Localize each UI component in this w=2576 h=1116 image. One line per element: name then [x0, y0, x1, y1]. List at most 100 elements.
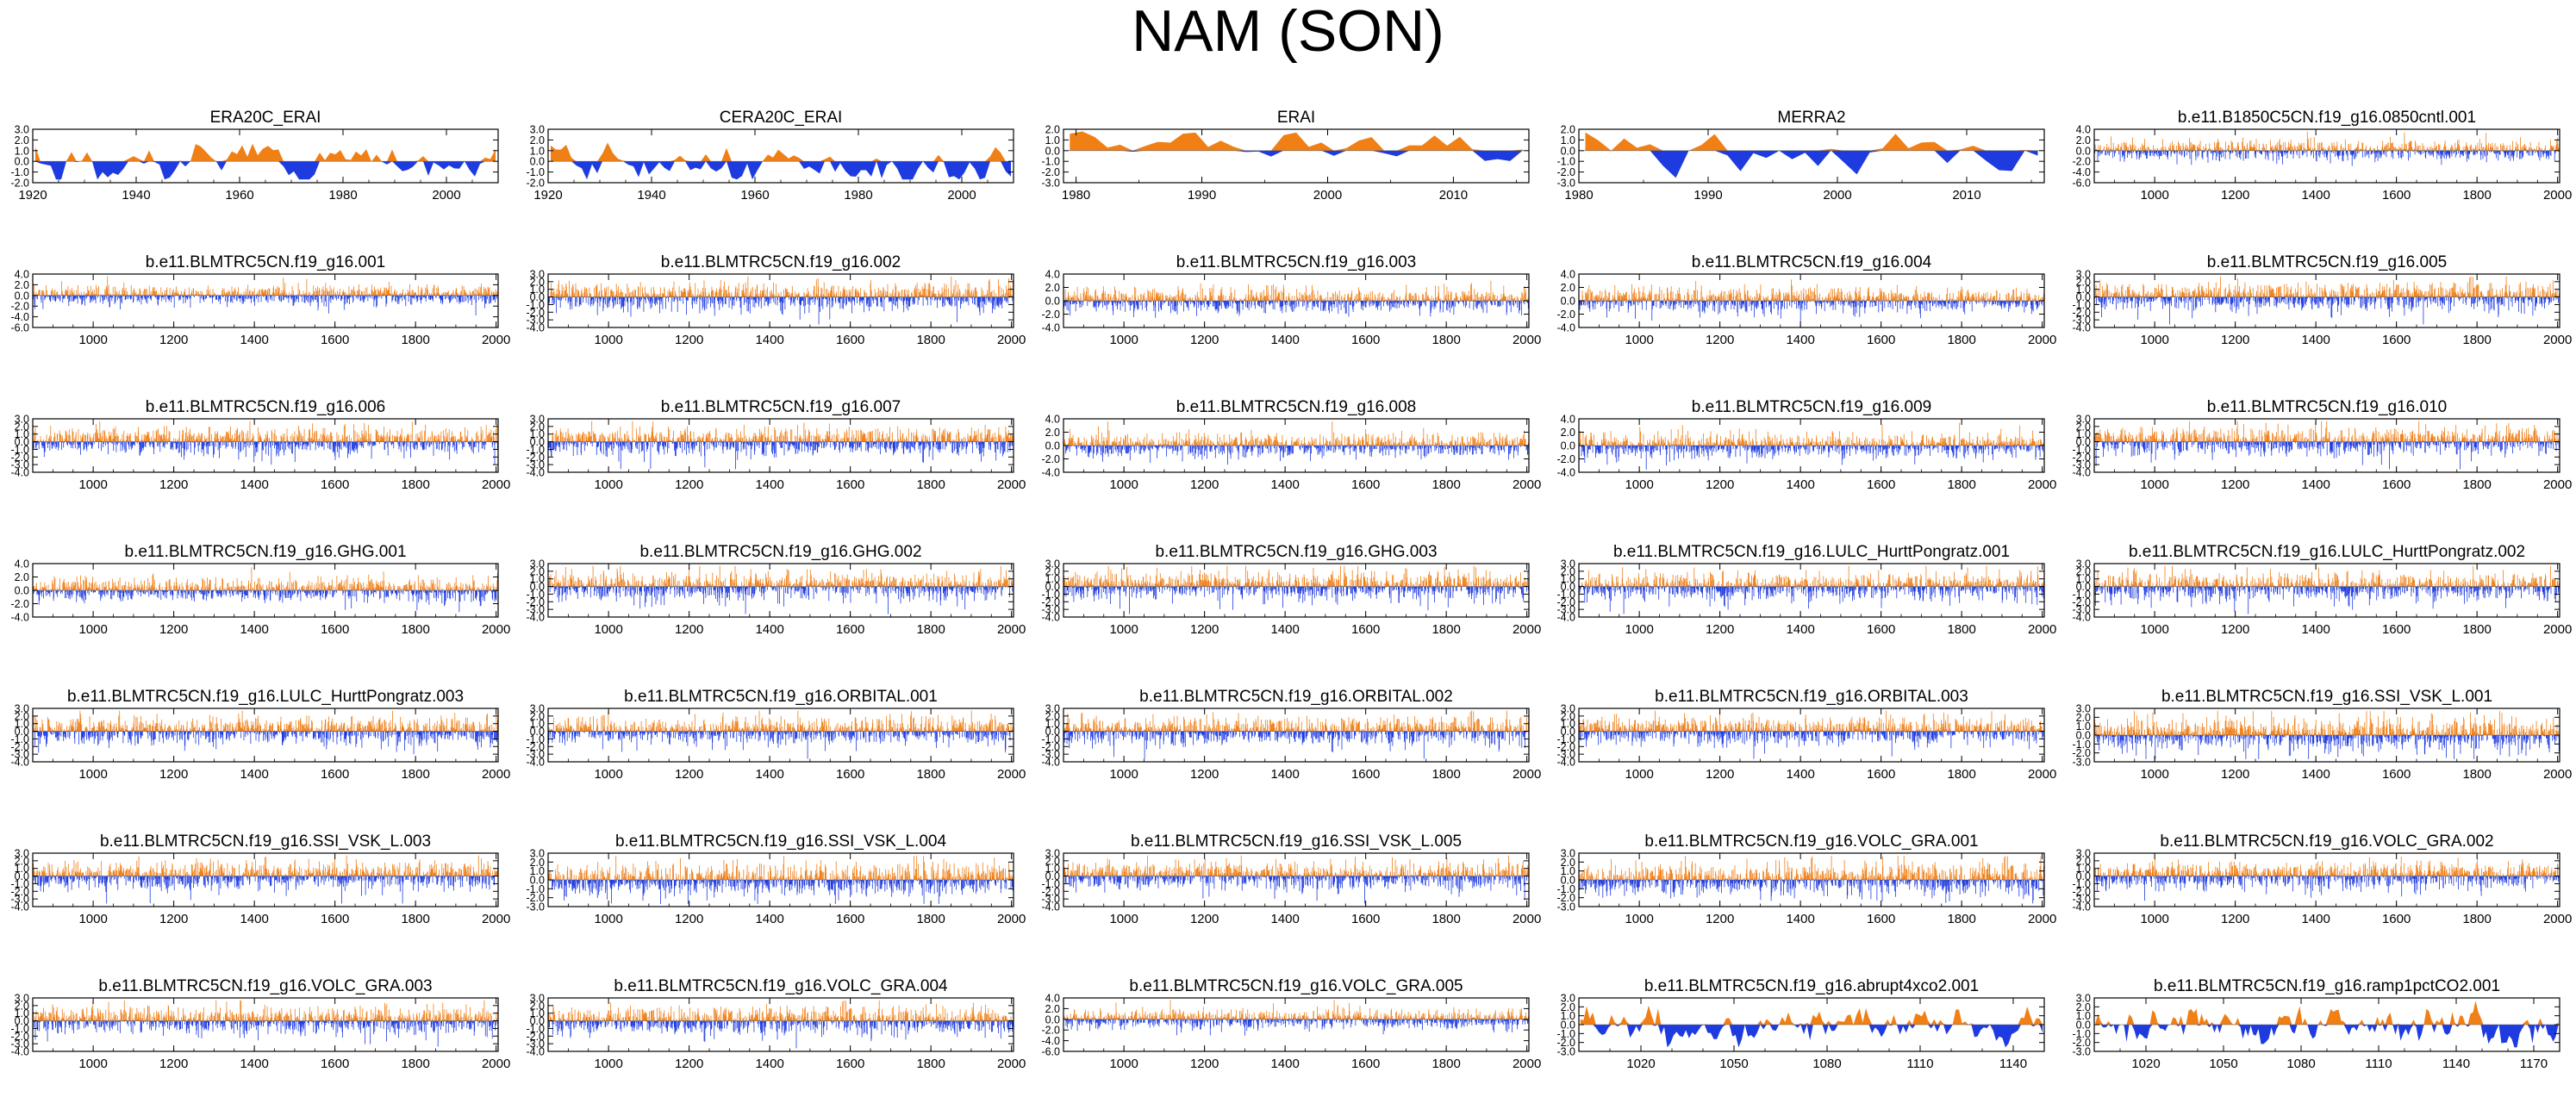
y-tick-label: 0.0 [530, 1015, 545, 1027]
panel-5: b.e11.B1850C5CN.f19_g16.0850cntl.0014.02… [2072, 109, 2572, 203]
x-tick-label: 1050 [2209, 1057, 2237, 1071]
y-tick-label: 4.0 [15, 269, 29, 281]
plot-frame [547, 418, 1014, 473]
panel-title: b.e11.B1850C5CN.f19_g16.0850cntl.001 [2178, 109, 2476, 127]
y-tick-label: 2.0 [1561, 1001, 1575, 1013]
series-negative-bars [32, 590, 497, 613]
x-tick-label: 1200 [2221, 622, 2249, 637]
y-tick-label: 2.0 [530, 857, 545, 869]
x-tick-label: 1400 [240, 622, 268, 637]
panel-18: b.e11.BLMTRC5CN.f19_g16.GHG.003 3.02.01.0… [1041, 543, 1541, 637]
y-tick-label: -2.0 [1556, 309, 1575, 321]
x-tick-label: 1800 [401, 622, 429, 637]
y-tick-label: 3.0 [2076, 414, 2091, 426]
x-tick-label: 1400 [755, 912, 783, 926]
x-tick-label: 1400 [1270, 333, 1299, 347]
series-positive-bars [1063, 421, 1529, 446]
x-tick-label: 1600 [1867, 767, 1895, 782]
x-tick-label: 1940 [122, 188, 150, 203]
y-tick-label: 3.0 [15, 703, 29, 715]
x-tick-label: 1600 [2382, 912, 2411, 926]
y-tick-label: -1.0 [526, 883, 545, 895]
y-tick-label: -3.0 [1041, 749, 1060, 761]
panel-17: b.e11.BLMTRC5CN.f19_g16.GHG.002 3.02.01.0… [526, 543, 1026, 637]
series-negative-bars [1064, 876, 1530, 904]
y-tick-label: -1.0 [1041, 156, 1060, 168]
y-tick-label: -4.0 [526, 322, 545, 334]
series-positive-bars [1063, 710, 1529, 732]
x-tick-label: 1600 [2382, 333, 2411, 347]
x-tick-label: 1000 [2140, 622, 2168, 637]
y-tick-label: -4.0 [1556, 612, 1575, 624]
x-tick-label: 2000 [2028, 333, 2056, 347]
x-tick-label: 1800 [1947, 767, 1975, 782]
y-tick-label: 3.0 [1045, 703, 1060, 715]
panel-21: b.e11.BLMTRC5CN.f19_g16.LULC_HurttPongra… [10, 688, 510, 782]
y-tick-label: 1.0 [1561, 718, 1575, 730]
y-tick-label: 1.0 [530, 1007, 545, 1019]
x-tick-label: 1200 [1190, 912, 1219, 926]
y-tick-label: -3.0 [1041, 604, 1060, 616]
y-tick-label: -2.0 [1556, 166, 1575, 178]
x-tick-label: 1800 [2462, 912, 2491, 926]
panel-title: b.e11.BLMTRC5CN.f19_g16.GHG.002 [639, 543, 921, 561]
x-tick-label: 1600 [1351, 622, 1380, 637]
x-tick-label: 1200 [159, 622, 188, 637]
x-tick-label: 1800 [1431, 477, 1460, 492]
y-tick-label: -2.0 [1041, 166, 1060, 178]
y-tick-label: 2.0 [15, 421, 29, 433]
x-tick-label: 1200 [1190, 333, 1219, 347]
x-tick-label: 1000 [594, 622, 622, 637]
x-tick-label: 1800 [916, 477, 945, 492]
y-tick-label: -1.0 [1041, 733, 1060, 745]
x-tick-label: 1800 [1431, 1057, 1460, 1071]
y-tick-label: 3.0 [1045, 848, 1060, 860]
x-tick-label: 1200 [2221, 477, 2249, 492]
x-tick-label: 1200 [1190, 767, 1219, 782]
x-tick-label: 1200 [159, 767, 188, 782]
series-positive-bars [1578, 856, 2045, 880]
series-negative-bars [547, 441, 1014, 470]
y-tick-label: -2.0 [2072, 596, 2091, 608]
x-tick-label: 1000 [2140, 477, 2168, 492]
x-tick-label: 1980 [328, 188, 357, 203]
y-tick-label: 0.0 [2076, 870, 2091, 882]
y-tick-label: 1.0 [2076, 284, 2091, 296]
x-tick-label: 1200 [1190, 1057, 1219, 1071]
panel-9: b.e11.BLMTRC5CN.f19_g16.004 4.02.0 0.0-2.0… [1556, 253, 2056, 347]
y-tick-label: -1.0 [2072, 444, 2091, 456]
x-tick-label: 1000 [594, 1057, 622, 1071]
x-tick-label: 1200 [1190, 477, 1219, 492]
x-tick-label: 1000 [1109, 333, 1138, 347]
x-tick-label: 1000 [78, 912, 107, 926]
y-tick-label: 2.0 [2076, 276, 2091, 288]
x-tick-label: 1000 [1625, 912, 1653, 926]
y-tick-label: -4.0 [10, 757, 29, 769]
x-tick-label: 2000 [2543, 333, 2572, 347]
series-positive-area [35, 143, 496, 162]
y-tick-label: -2.0 [10, 1031, 29, 1043]
x-tick-label: 1400 [1270, 1057, 1299, 1071]
x-tick-label: 1200 [675, 767, 703, 782]
x-tick-label: 2000 [947, 188, 976, 203]
panel-title: b.e11.BLMTRC5CN.f19_g16.SSI_VSK_L.001 [2161, 688, 2492, 706]
y-tick-label: -1.0 [526, 589, 545, 601]
y-tick-label: 0.0 [2076, 145, 2091, 157]
x-tick-label: 1940 [637, 188, 665, 203]
x-tick-label: 1020 [1626, 1057, 1655, 1071]
y-tick-label: 0.0 [1561, 581, 1575, 593]
panel-19: b.e11.BLMTRC5CN.f19_g16.LULC_HurttPongra… [1556, 543, 2056, 637]
y-tick-label: -4.0 [1041, 322, 1060, 334]
y-tick-label: 3.0 [15, 848, 29, 860]
series-negative-bars [2095, 876, 2560, 901]
series-positive-bars [2094, 565, 2560, 587]
x-tick-label: 1600 [321, 1057, 349, 1071]
x-tick-label: 1400 [240, 333, 268, 347]
y-tick-label: 0.0 [530, 291, 545, 303]
y-tick-label: -4.0 [526, 612, 545, 624]
figure-title: NAM (SON) [1132, 0, 1444, 64]
x-tick-label: 1600 [321, 767, 349, 782]
x-tick-label: 1800 [2462, 622, 2491, 637]
x-tick-label: 1200 [159, 477, 188, 492]
panel-title: CERA20C_ERAI [720, 109, 843, 127]
